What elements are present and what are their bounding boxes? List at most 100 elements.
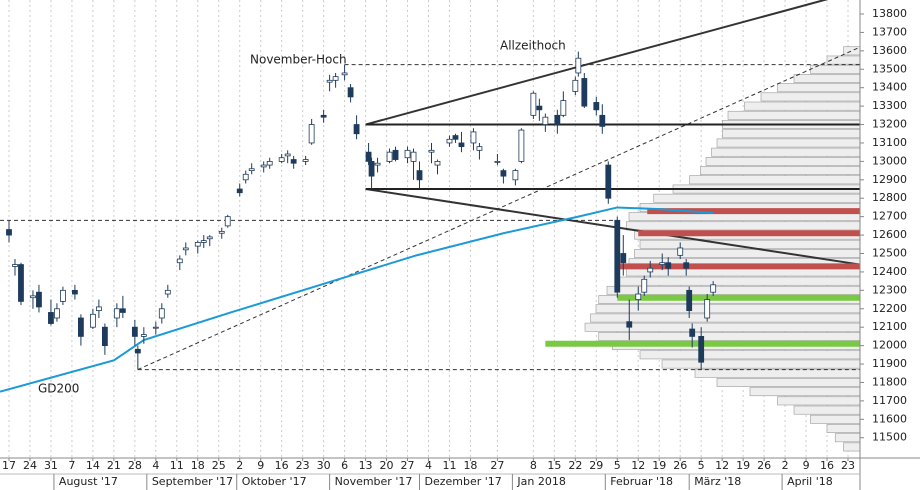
x-tick-label: 31 — [44, 459, 58, 472]
y-tick-label: 12700 — [872, 210, 907, 223]
candle-body — [635, 293, 642, 300]
volume-bar — [826, 424, 861, 433]
candle-body — [140, 334, 147, 337]
candle-body — [704, 299, 711, 319]
x-tick-label: 26 — [757, 459, 771, 472]
volume-bar — [590, 313, 861, 323]
x-tick-label: 17 — [2, 459, 16, 472]
volume-bar — [617, 276, 861, 286]
volume-bar — [625, 221, 861, 231]
candle-body — [683, 262, 690, 269]
volume-bar — [634, 249, 861, 258]
volume-bar — [653, 193, 861, 203]
candle-body — [530, 92, 537, 116]
y-tick-label: 12600 — [872, 228, 907, 241]
candle-body — [242, 173, 249, 181]
candle-body — [542, 116, 549, 125]
candle-body — [200, 240, 207, 243]
volume-bar — [777, 396, 861, 406]
y-tick-label: 12500 — [872, 247, 907, 260]
volume-bar — [722, 129, 861, 139]
x-tick-label: 28 — [128, 459, 142, 472]
volume-bar — [595, 304, 861, 314]
volume-bar — [727, 110, 861, 120]
candle-body — [353, 124, 360, 135]
candle-body — [48, 312, 54, 324]
candle-body — [500, 170, 507, 177]
gd200-line — [0, 206, 714, 393]
x-tick-label: 9 — [803, 459, 810, 472]
y-tick-label: 13600 — [872, 44, 907, 57]
y-tick-label: 11600 — [872, 412, 907, 425]
candle-body — [206, 236, 213, 240]
candle-body — [290, 159, 297, 164]
volume-bar — [749, 387, 861, 397]
x-tick-label: 11 — [170, 459, 184, 472]
x-tick-label: 2 — [782, 459, 789, 472]
candle-body — [626, 321, 633, 328]
candle-body — [386, 151, 393, 162]
x-tick-label: 4 — [425, 459, 432, 472]
candle-body — [152, 326, 159, 329]
candle-body — [89, 313, 96, 328]
volume-bar — [744, 101, 861, 111]
volume-bar — [834, 433, 861, 443]
candle-body — [131, 326, 138, 337]
volume-bar — [639, 350, 861, 360]
x-tick-label: 2 — [236, 459, 243, 472]
candle-body — [95, 306, 102, 312]
lines-layer — [0, 0, 861, 393]
candle-body — [518, 129, 525, 162]
volume-bar — [705, 156, 861, 166]
annotation: Allzeithoch — [500, 39, 566, 53]
candle-body — [72, 289, 78, 295]
x-tick-label: 27 — [401, 459, 415, 472]
candle-body — [347, 87, 354, 98]
candle-body — [698, 336, 705, 363]
x-tick-label: 12 — [715, 459, 729, 472]
candle-body — [536, 105, 543, 111]
x-tick-label: 13 — [359, 459, 373, 472]
annotation: GD200 — [38, 382, 79, 396]
x-tick-label: 11 — [442, 459, 456, 472]
candle-body — [647, 267, 654, 273]
month-label: November '17 — [335, 475, 413, 488]
y-tick-label: 13800 — [872, 7, 907, 20]
month-label: Dezember '17 — [425, 475, 502, 488]
candle-body — [182, 247, 189, 251]
drawn-line — [137, 46, 861, 371]
candle-body — [572, 79, 579, 92]
x-tick-label: 23 — [296, 459, 310, 472]
y-tick-label: 13700 — [872, 25, 907, 38]
y-tick-label: 12000 — [872, 339, 907, 352]
volume-bar — [760, 92, 861, 102]
y-tick-label: 12800 — [872, 191, 907, 204]
y-tick-label: 11500 — [872, 431, 907, 444]
candle-body — [476, 146, 483, 151]
candle-body — [599, 114, 606, 127]
y-tick-label: 12400 — [872, 265, 907, 278]
candle-body — [374, 162, 381, 166]
candle-body — [284, 153, 291, 157]
month-label: Jan 2018 — [516, 475, 565, 488]
volume-bar — [843, 46, 861, 56]
candle-body — [452, 135, 459, 140]
candle-body — [428, 149, 435, 153]
y-tick-label: 13000 — [872, 154, 907, 167]
candle-body — [278, 157, 285, 162]
candle-body — [158, 308, 165, 319]
candle-body — [18, 264, 24, 302]
candle-body — [416, 170, 423, 181]
x-tick-label: 19 — [736, 459, 750, 472]
volume-bar — [793, 74, 861, 83]
candle-body — [332, 76, 339, 81]
candle-body — [101, 326, 108, 347]
candle-body — [308, 124, 315, 144]
y-tick-label: 11700 — [872, 394, 907, 407]
candle-body — [176, 258, 183, 264]
volume-bar — [777, 83, 861, 93]
candle-body — [266, 160, 273, 166]
x-tick-label: 9 — [257, 459, 264, 472]
candle-body — [194, 242, 201, 247]
candle-body — [164, 289, 171, 295]
